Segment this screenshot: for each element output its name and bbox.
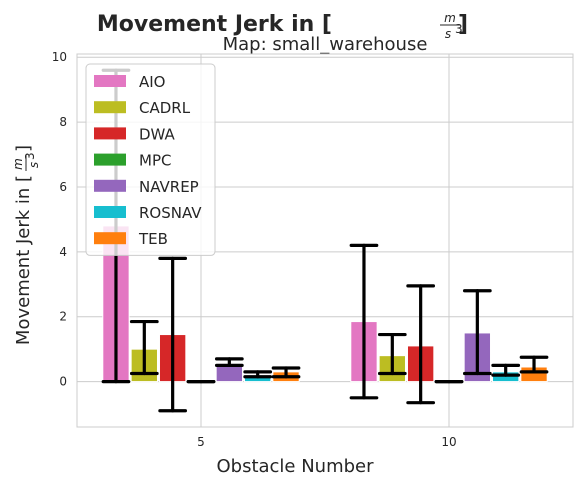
legend-swatch-mpc <box>94 153 126 166</box>
y-axis-label: Movement Jerk in [ m s 3 ] <box>11 145 41 345</box>
legend-swatch-aio <box>94 75 126 87</box>
error-bar-teb-5 <box>271 366 301 379</box>
x-axis-label: Obstacle Number <box>216 456 374 477</box>
chart-title-suffix: ] <box>458 12 468 37</box>
error-bars <box>101 68 549 413</box>
svg-text:m: m <box>11 158 25 170</box>
error-bar-navrep-5 <box>214 357 244 367</box>
svg-text:]: ] <box>13 145 34 152</box>
y-tick-label: 6 <box>59 180 67 194</box>
legend-swatch-teb <box>94 232 126 245</box>
svg-text:s: s <box>445 27 451 41</box>
legend-label-aio: AIO <box>139 73 166 91</box>
legend: AIO CADRL DWA MPC NAVREP ROSNAV TEB <box>85 63 216 256</box>
y-tick-label: 10 <box>52 50 67 64</box>
error-bar-dwa-5 <box>158 256 188 413</box>
legend-swatch-rosnav <box>94 206 126 218</box>
legend-swatch-navrep <box>94 179 126 192</box>
legend-label-mpc: MPC <box>139 152 171 170</box>
x-ticks: 5 10 <box>197 435 456 449</box>
legend-label-navrep: NAVREP <box>139 178 199 196</box>
legend-label-teb: TEB <box>138 230 168 248</box>
legend-label-rosnav: ROSNAV <box>139 204 202 222</box>
error-bar-aio-10 <box>349 243 379 400</box>
svg-text:3: 3 <box>455 22 463 36</box>
error-bar-navrep-10 <box>462 289 492 376</box>
svg-text:3: 3 <box>23 152 37 160</box>
chart-subtitle: Map: small_warehouse <box>223 34 428 55</box>
svg-text:s: s <box>27 162 41 168</box>
error-bar-cadrl-5 <box>129 319 159 376</box>
legend-swatch-dwa <box>94 127 126 140</box>
error-bar-rosnav-5 <box>243 370 273 379</box>
error-bar-rosnav-10 <box>491 363 521 377</box>
legend-swatch-cadrl <box>94 101 126 114</box>
legend-label-cadrl: CADRL <box>139 99 191 117</box>
x-tick-label: 10 <box>441 435 456 449</box>
svg-text:Movement Jerk in [: Movement Jerk in [ <box>13 175 34 345</box>
y-ticks: 0 2 4 6 8 10 <box>52 50 67 388</box>
y-tick-label: 8 <box>59 115 67 129</box>
error-bar-cadrl-10 <box>377 332 407 376</box>
svg-text:m: m <box>444 11 456 25</box>
error-bar-teb-10 <box>519 355 549 374</box>
error-bar-dwa-10 <box>406 284 436 405</box>
chart-title: Movement Jerk in [ <box>97 12 332 37</box>
y-tick-label: 2 <box>59 310 67 324</box>
legend-label-dwa: DWA <box>139 125 176 143</box>
y-tick-label: 4 <box>59 245 67 259</box>
x-tick-label: 5 <box>197 435 205 449</box>
y-tick-label: 0 <box>59 375 67 389</box>
title-unit: m s 3 <box>440 11 463 41</box>
